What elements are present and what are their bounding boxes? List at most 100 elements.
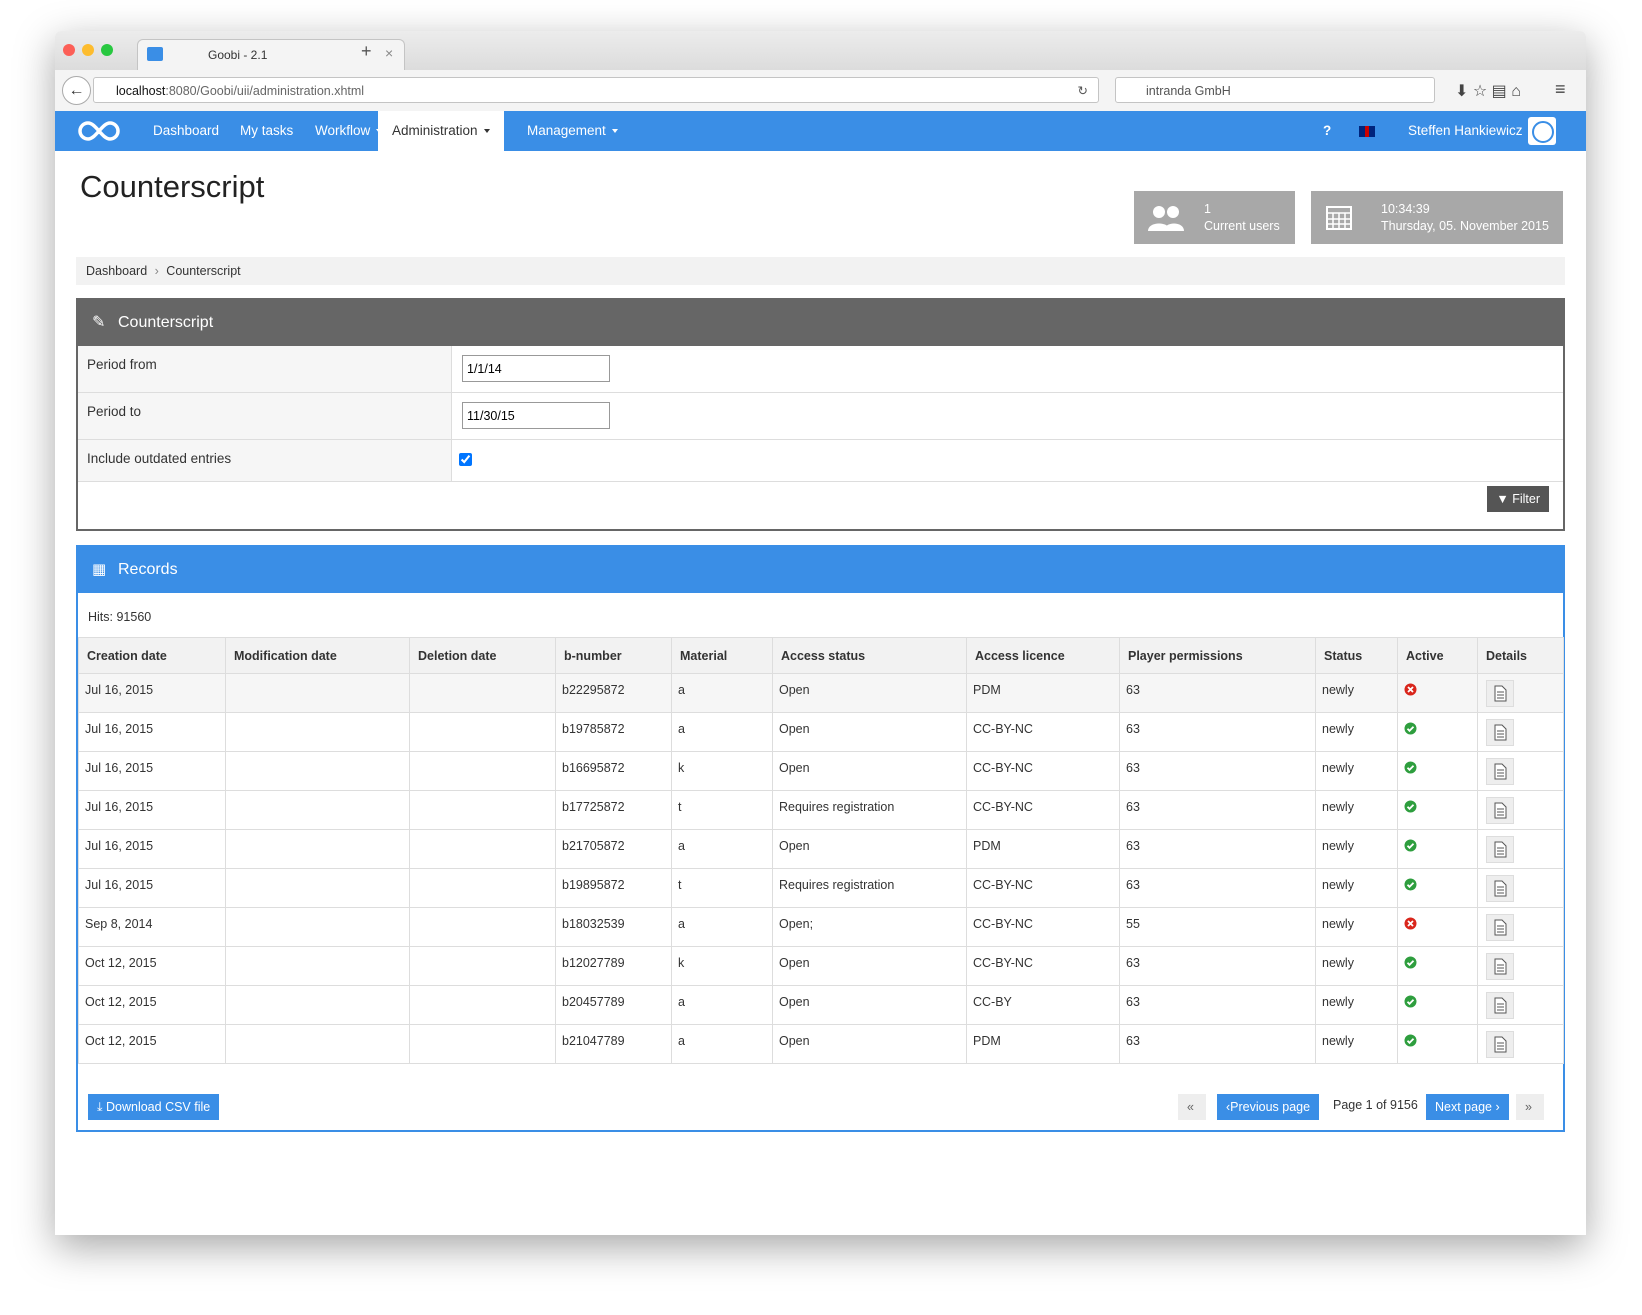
details-button[interactable] — [1486, 1031, 1514, 1058]
close-window[interactable] — [63, 44, 75, 56]
cell: CC-BY — [966, 985, 1120, 1025]
help[interactable]: ? — [1323, 123, 1332, 138]
language-flag[interactable] — [1359, 126, 1375, 137]
tab-close[interactable]: × — [385, 45, 394, 61]
menu-button[interactable]: ≡ — [1555, 79, 1566, 99]
inactive-icon — [1404, 683, 1417, 696]
url-field[interactable]: localhost:8080/Goobi/uii/administration.… — [93, 77, 1099, 103]
browser-tab[interactable]: Goobi - 2.1 × — [137, 39, 405, 71]
breadcrumb-link[interactable]: Dashboard — [86, 264, 148, 278]
cell — [225, 712, 410, 752]
record-row: Jul 16, 2015 b17725872 t Requires registrat… — [78, 790, 1564, 830]
next-button[interactable]: Next page › — [1426, 1094, 1509, 1120]
nav-item[interactable]: Administration — [378, 111, 504, 151]
outdated-checkbox[interactable] — [459, 453, 472, 466]
cell: Open — [772, 673, 967, 713]
cell: 63 — [1119, 868, 1316, 908]
details-button[interactable] — [1486, 992, 1514, 1019]
form-row: Period from — [78, 346, 1563, 393]
cell — [409, 712, 556, 752]
filter-button[interactable]: ▼ Filter — [1487, 486, 1549, 512]
cell: newly — [1315, 751, 1398, 791]
cell: CC-BY-NC — [966, 946, 1120, 986]
cell — [225, 907, 410, 947]
cell — [225, 985, 410, 1025]
active-icon — [1404, 722, 1417, 735]
column-header: b-number — [555, 637, 672, 674]
nav-item[interactable]: Management — [527, 111, 618, 151]
reload[interactable]: ↻ — [1077, 84, 1088, 98]
cell: Jul 16, 2015 — [78, 751, 226, 791]
details-button[interactable] — [1486, 875, 1514, 902]
cell: newly — [1315, 712, 1398, 752]
active-cell — [1397, 946, 1478, 986]
field-label: Include outdated entries — [78, 440, 452, 481]
details-button[interactable] — [1486, 680, 1514, 707]
cell: newly — [1315, 829, 1398, 869]
cell: b17725872 — [555, 790, 672, 830]
cell — [225, 790, 410, 830]
nav-item[interactable]: Dashboard — [153, 111, 219, 151]
form-row: Include outdated entries — [78, 440, 1563, 482]
cell: Jul 16, 2015 — [78, 868, 226, 908]
column-header: Material — [671, 637, 773, 674]
previous-button[interactable]: ‹Previous page — [1217, 1094, 1320, 1120]
nav-item[interactable]: My tasks — [240, 111, 293, 151]
cell: 63 — [1119, 985, 1316, 1025]
cell — [409, 790, 556, 830]
active-icon — [1404, 878, 1417, 891]
logo[interactable] — [77, 120, 121, 142]
user-name[interactable]: Steffen Hankiewicz — [1408, 123, 1523, 138]
column-header: Creation date — [78, 637, 226, 674]
cell: Open — [772, 985, 967, 1025]
minimize-window[interactable] — [82, 44, 94, 56]
details-button[interactable] — [1486, 836, 1514, 863]
cell — [409, 1024, 556, 1064]
user-avatar[interactable] — [1528, 117, 1556, 145]
nav-label: Administration — [392, 123, 478, 138]
field-label: Period from — [78, 346, 452, 392]
cell — [409, 985, 556, 1025]
cell: 63 — [1119, 712, 1316, 752]
nav-label: Dashboard — [153, 123, 220, 138]
cell — [409, 946, 556, 986]
cell: a — [671, 985, 773, 1025]
cell: 63 — [1119, 790, 1316, 830]
cell — [409, 751, 556, 791]
cell: CC-BY-NC — [966, 712, 1120, 752]
first-page[interactable]: « — [1178, 1094, 1206, 1120]
column-header: Access status — [772, 637, 967, 674]
maximize-window[interactable] — [101, 44, 113, 56]
details-cell — [1477, 907, 1564, 947]
filter-panel: ✎ Counterscript Period from Period to In… — [76, 298, 1565, 531]
details-button[interactable] — [1486, 797, 1514, 824]
last-page[interactable]: » — [1516, 1094, 1544, 1120]
record-row: Oct 12, 2015 b12027789 k Open CC-BY-NC 63 newl… — [78, 946, 1564, 986]
details-button[interactable] — [1486, 953, 1514, 980]
inactive-icon — [1404, 917, 1417, 930]
back-button[interactable]: ← — [62, 76, 91, 105]
clock-date: Thursday, 05. November 2015 — [1381, 219, 1549, 233]
period-to-input[interactable] — [462, 402, 610, 429]
details-button[interactable] — [1486, 914, 1514, 941]
record-row: Jul 16, 2015 b19785872 a Open CC-BY-NC 63 newl… — [78, 712, 1564, 752]
search-field[interactable]: intranda GmbH — [1115, 77, 1435, 103]
cell: b20457789 — [555, 985, 672, 1025]
download-label: Download CSV file — [106, 1100, 211, 1114]
url-host: localhost — [116, 84, 166, 98]
cell — [409, 868, 556, 908]
cell: CC-BY-NC — [966, 790, 1120, 830]
details-button[interactable] — [1486, 719, 1514, 746]
new-tab[interactable]: + — [361, 41, 372, 61]
active-cell — [1397, 907, 1478, 947]
cell — [225, 673, 410, 713]
download-button[interactable]: ⤓ Download CSV file — [88, 1094, 220, 1120]
toolbar-icons[interactable]: ⬇ ☆ ▤ ⌂ — [1455, 83, 1521, 100]
column-header: Access licence — [966, 637, 1120, 674]
nav-item[interactable]: Workflow — [315, 111, 383, 151]
active-icon — [1404, 800, 1417, 813]
nav-label: My tasks — [240, 123, 294, 138]
details-button[interactable] — [1486, 758, 1514, 785]
details-cell — [1477, 712, 1564, 752]
period-from-input[interactable] — [462, 355, 610, 382]
